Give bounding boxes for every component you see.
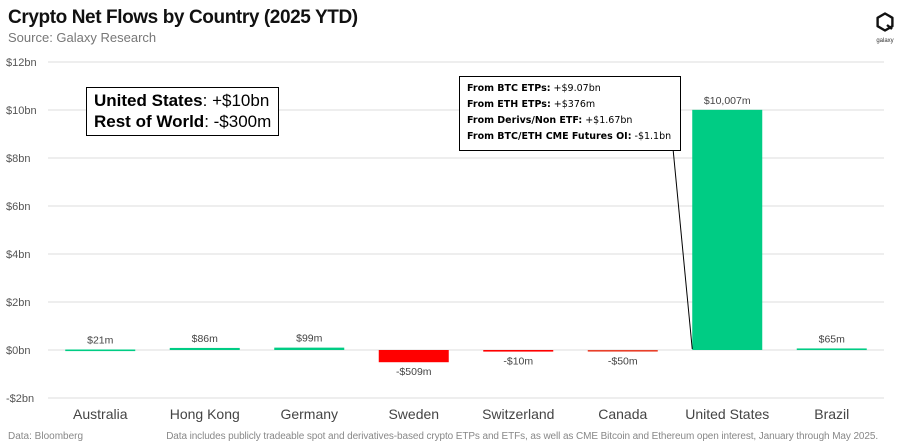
y-tick-label: $8bn — [6, 153, 30, 165]
data-label: -$10m — [503, 356, 533, 368]
annotation-row-derivs: From Derivs/Non ETF: +$1.67bn — [467, 115, 633, 126]
annotation-row-btc-etps: From BTC ETPs: +$9.07bn — [467, 83, 601, 94]
x-category-label: Hong Kong — [170, 406, 240, 422]
chart-title: Crypto Net Flows by Country (2025 YTD) — [8, 7, 358, 28]
galaxy-logo-icon — [876, 12, 894, 32]
summary-box: United States: +$10bn Rest of World: -$3… — [86, 87, 280, 136]
bar-australia — [65, 349, 136, 352]
y-tick-label: $12bn — [6, 57, 37, 69]
galaxy-logo: galaxy — [868, 12, 900, 44]
x-category-label: Australia — [73, 406, 128, 422]
bar-brazil — [796, 348, 867, 351]
x-category-label: Brazil — [814, 406, 849, 422]
bar-germany — [274, 347, 345, 350]
bar-canada — [587, 350, 658, 352]
x-category-label: Switzerland — [482, 406, 554, 422]
bar-united-states — [692, 109, 763, 350]
y-tick-label: $10bn — [6, 105, 37, 117]
data-label: $21m — [87, 334, 114, 346]
data-label: $10,007m — [704, 95, 751, 107]
x-category-label: Canada — [598, 406, 647, 422]
y-tick-label: $0bn — [6, 345, 30, 357]
y-tick-label: $4bn — [6, 249, 30, 261]
summary-row-us: United States: +$10bn — [94, 91, 270, 110]
bar-hong-kong — [169, 347, 240, 350]
summary-row-row: Rest of World: -$300m — [94, 112, 272, 131]
data-label: $99m — [296, 333, 323, 345]
data-label: -$509m — [396, 366, 432, 378]
x-category-label: Sweden — [388, 406, 439, 422]
galaxy-logo-word: galaxy — [876, 38, 894, 44]
us-breakdown-annotation: From BTC ETPs: +$9.07bn From ETH ETPs: +… — [459, 76, 681, 151]
annotation-row-eth-etps: From ETH ETPs: +$376m — [467, 99, 596, 110]
data-label: $65m — [819, 333, 846, 345]
x-category-label: Germany — [280, 406, 338, 422]
bar-sweden — [378, 350, 449, 363]
footer-source: Data: Bloomberg — [8, 431, 84, 442]
annotation-row-cme-oi: From BTC/ETH CME Futures OI: -$1.1bn — [467, 131, 672, 142]
x-category-label: United States — [685, 406, 769, 422]
bar-switzerland — [483, 350, 554, 352]
footer-note: Data includes publicly tradeable spot an… — [166, 431, 878, 442]
y-tick-label: $2bn — [6, 297, 30, 309]
data-label: $86m — [192, 333, 219, 345]
data-label: -$50m — [608, 356, 638, 368]
chart-subtitle: Source: Galaxy Research — [8, 30, 157, 45]
y-tick-label: $6bn — [6, 201, 30, 213]
y-tick-label: -$2bn — [6, 393, 34, 405]
